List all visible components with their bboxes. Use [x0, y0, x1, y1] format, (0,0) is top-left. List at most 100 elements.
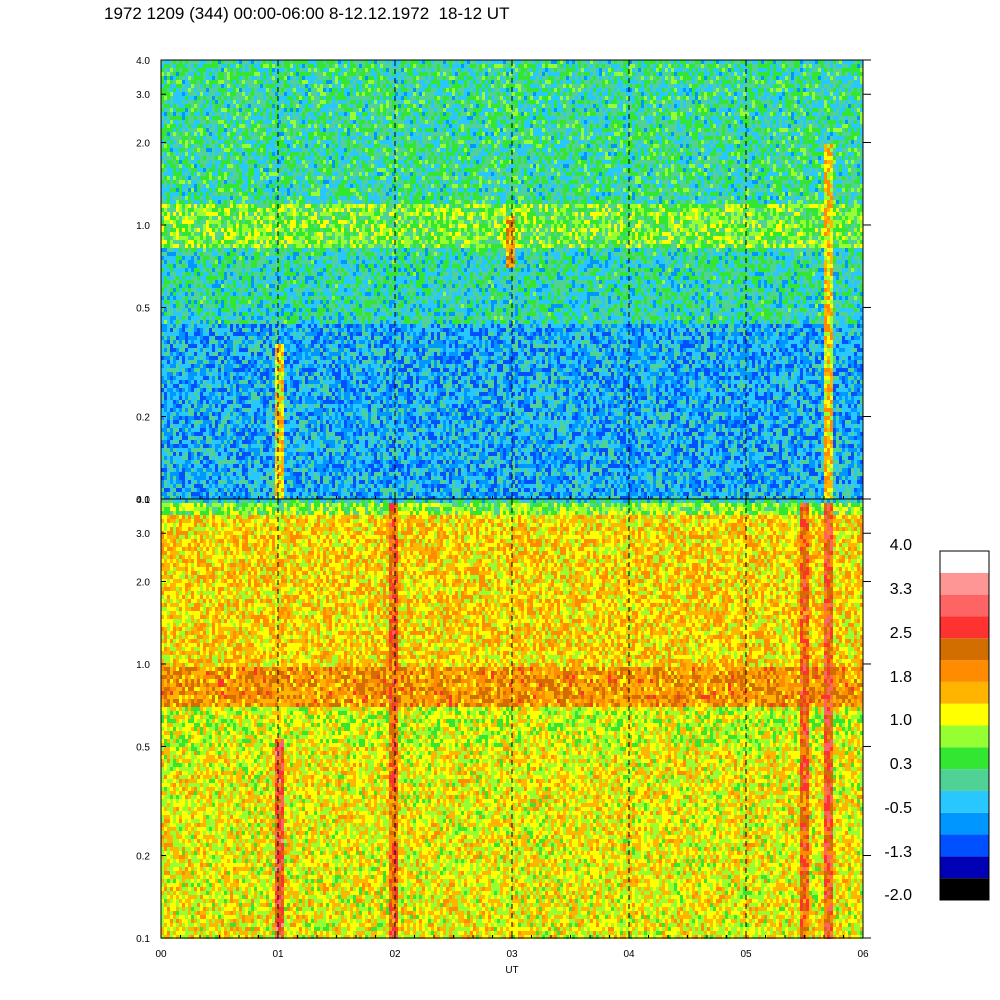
heatmap-cell: [245, 244, 248, 248]
heatmap-cell: [251, 168, 254, 172]
heatmap-cell: [188, 480, 191, 484]
heatmap-cell: [197, 60, 200, 64]
heatmap-cell: [254, 108, 257, 112]
heatmap-cell: [215, 232, 218, 236]
heatmap-cell: [206, 324, 209, 328]
heatmap-cell: [194, 76, 197, 80]
heatmap-cell: [164, 392, 167, 396]
heatmap-cell: [203, 244, 206, 248]
heatmap-cell: [221, 316, 224, 320]
heatmap-cell: [167, 264, 170, 268]
heatmap-cell: [236, 288, 239, 292]
heatmap-cell: [218, 272, 221, 276]
heatmap-cell: [239, 304, 242, 308]
heatmap-cell: [215, 460, 218, 464]
heatmap-cell: [197, 96, 200, 100]
heatmap-cell: [248, 472, 251, 476]
heatmap-cell: [215, 216, 218, 220]
heatmap-cell: [230, 292, 233, 296]
heatmap-cell: [245, 304, 248, 308]
heatmap-cell: [239, 396, 242, 400]
heatmap-cell: [224, 252, 227, 256]
heatmap-cell: [212, 104, 215, 108]
heatmap-cell: [170, 376, 173, 380]
heatmap-cell: [194, 292, 197, 296]
heatmap-cell: [188, 104, 191, 108]
heatmap-cell: [197, 416, 200, 420]
heatmap-cell: [191, 88, 194, 92]
heatmap-cell: [182, 252, 185, 256]
heatmap-cell: [233, 128, 236, 132]
heatmap-cell: [170, 380, 173, 384]
heatmap-cell: [209, 420, 212, 424]
heatmap-cell: [212, 120, 215, 124]
heatmap-cell: [221, 288, 224, 292]
heatmap-cell: [218, 160, 221, 164]
heatmap-cell: [212, 300, 215, 304]
heatmap-cell: [176, 244, 179, 248]
heatmap-cell: [173, 432, 176, 436]
heatmap-cell: [185, 452, 188, 456]
heatmap-cell: [170, 260, 173, 264]
heatmap-cell: [203, 300, 206, 304]
heatmap-cell: [236, 428, 239, 432]
heatmap-cell: [254, 72, 257, 76]
heatmap-cell: [245, 432, 248, 436]
heatmap-cell: [245, 240, 248, 244]
heatmap-cell: [185, 252, 188, 256]
heatmap-cell: [254, 80, 257, 84]
heatmap-cell: [254, 116, 257, 120]
heatmap-cell: [197, 424, 200, 428]
heatmap-cell: [251, 72, 254, 76]
heatmap-cell: [209, 196, 212, 200]
heatmap-cell: [236, 460, 239, 464]
heatmap-cell: [230, 344, 233, 348]
heatmap-cell: [209, 148, 212, 152]
heatmap-cell: [233, 408, 236, 412]
heatmap-cell: [209, 304, 212, 308]
heatmap-cell: [179, 136, 182, 140]
heatmap-cell: [194, 164, 197, 168]
heatmap-cell: [194, 80, 197, 84]
heatmap-cell: [218, 372, 221, 376]
heatmap-cell: [248, 256, 251, 260]
heatmap-cell: [215, 468, 218, 472]
heatmap-cell: [191, 492, 194, 496]
heatmap-cell: [236, 304, 239, 308]
heatmap-cell: [245, 416, 248, 420]
heatmap-cell: [200, 164, 203, 168]
heatmap-cell: [191, 424, 194, 428]
heatmap-cell: [251, 80, 254, 84]
heatmap-cell: [236, 336, 239, 340]
heatmap-cell: [173, 304, 176, 308]
heatmap-cell: [191, 332, 194, 336]
heatmap-cell: [194, 420, 197, 424]
heatmap-cell: [188, 384, 191, 388]
heatmap-cell: [170, 308, 173, 312]
heatmap-cell: [257, 88, 260, 92]
heatmap-cell: [170, 444, 173, 448]
heatmap-cell: [224, 124, 227, 128]
heatmap-cell: [182, 336, 185, 340]
heatmap-cell: [170, 316, 173, 320]
heatmap-cell: [245, 324, 248, 328]
heatmap-cell: [227, 436, 230, 440]
heatmap-cell: [221, 356, 224, 360]
heatmap-cell: [194, 140, 197, 144]
heatmap-cell: [221, 372, 224, 376]
heatmap-cell: [224, 192, 227, 196]
heatmap-cell: [212, 112, 215, 116]
heatmap-cell: [257, 68, 260, 72]
heatmap-cell: [209, 76, 212, 80]
heatmap-cell: [242, 76, 245, 80]
heatmap-cell: [248, 356, 251, 360]
heatmap-cell: [182, 192, 185, 196]
heatmap-cell: [230, 140, 233, 144]
heatmap-cell: [194, 304, 197, 308]
heatmap-cell: [188, 124, 191, 128]
heatmap-cell: [251, 204, 254, 208]
heatmap-cell: [200, 328, 203, 332]
heatmap-cell: [257, 116, 260, 120]
heatmap-cell: [164, 112, 167, 116]
heatmap-cell: [197, 64, 200, 68]
